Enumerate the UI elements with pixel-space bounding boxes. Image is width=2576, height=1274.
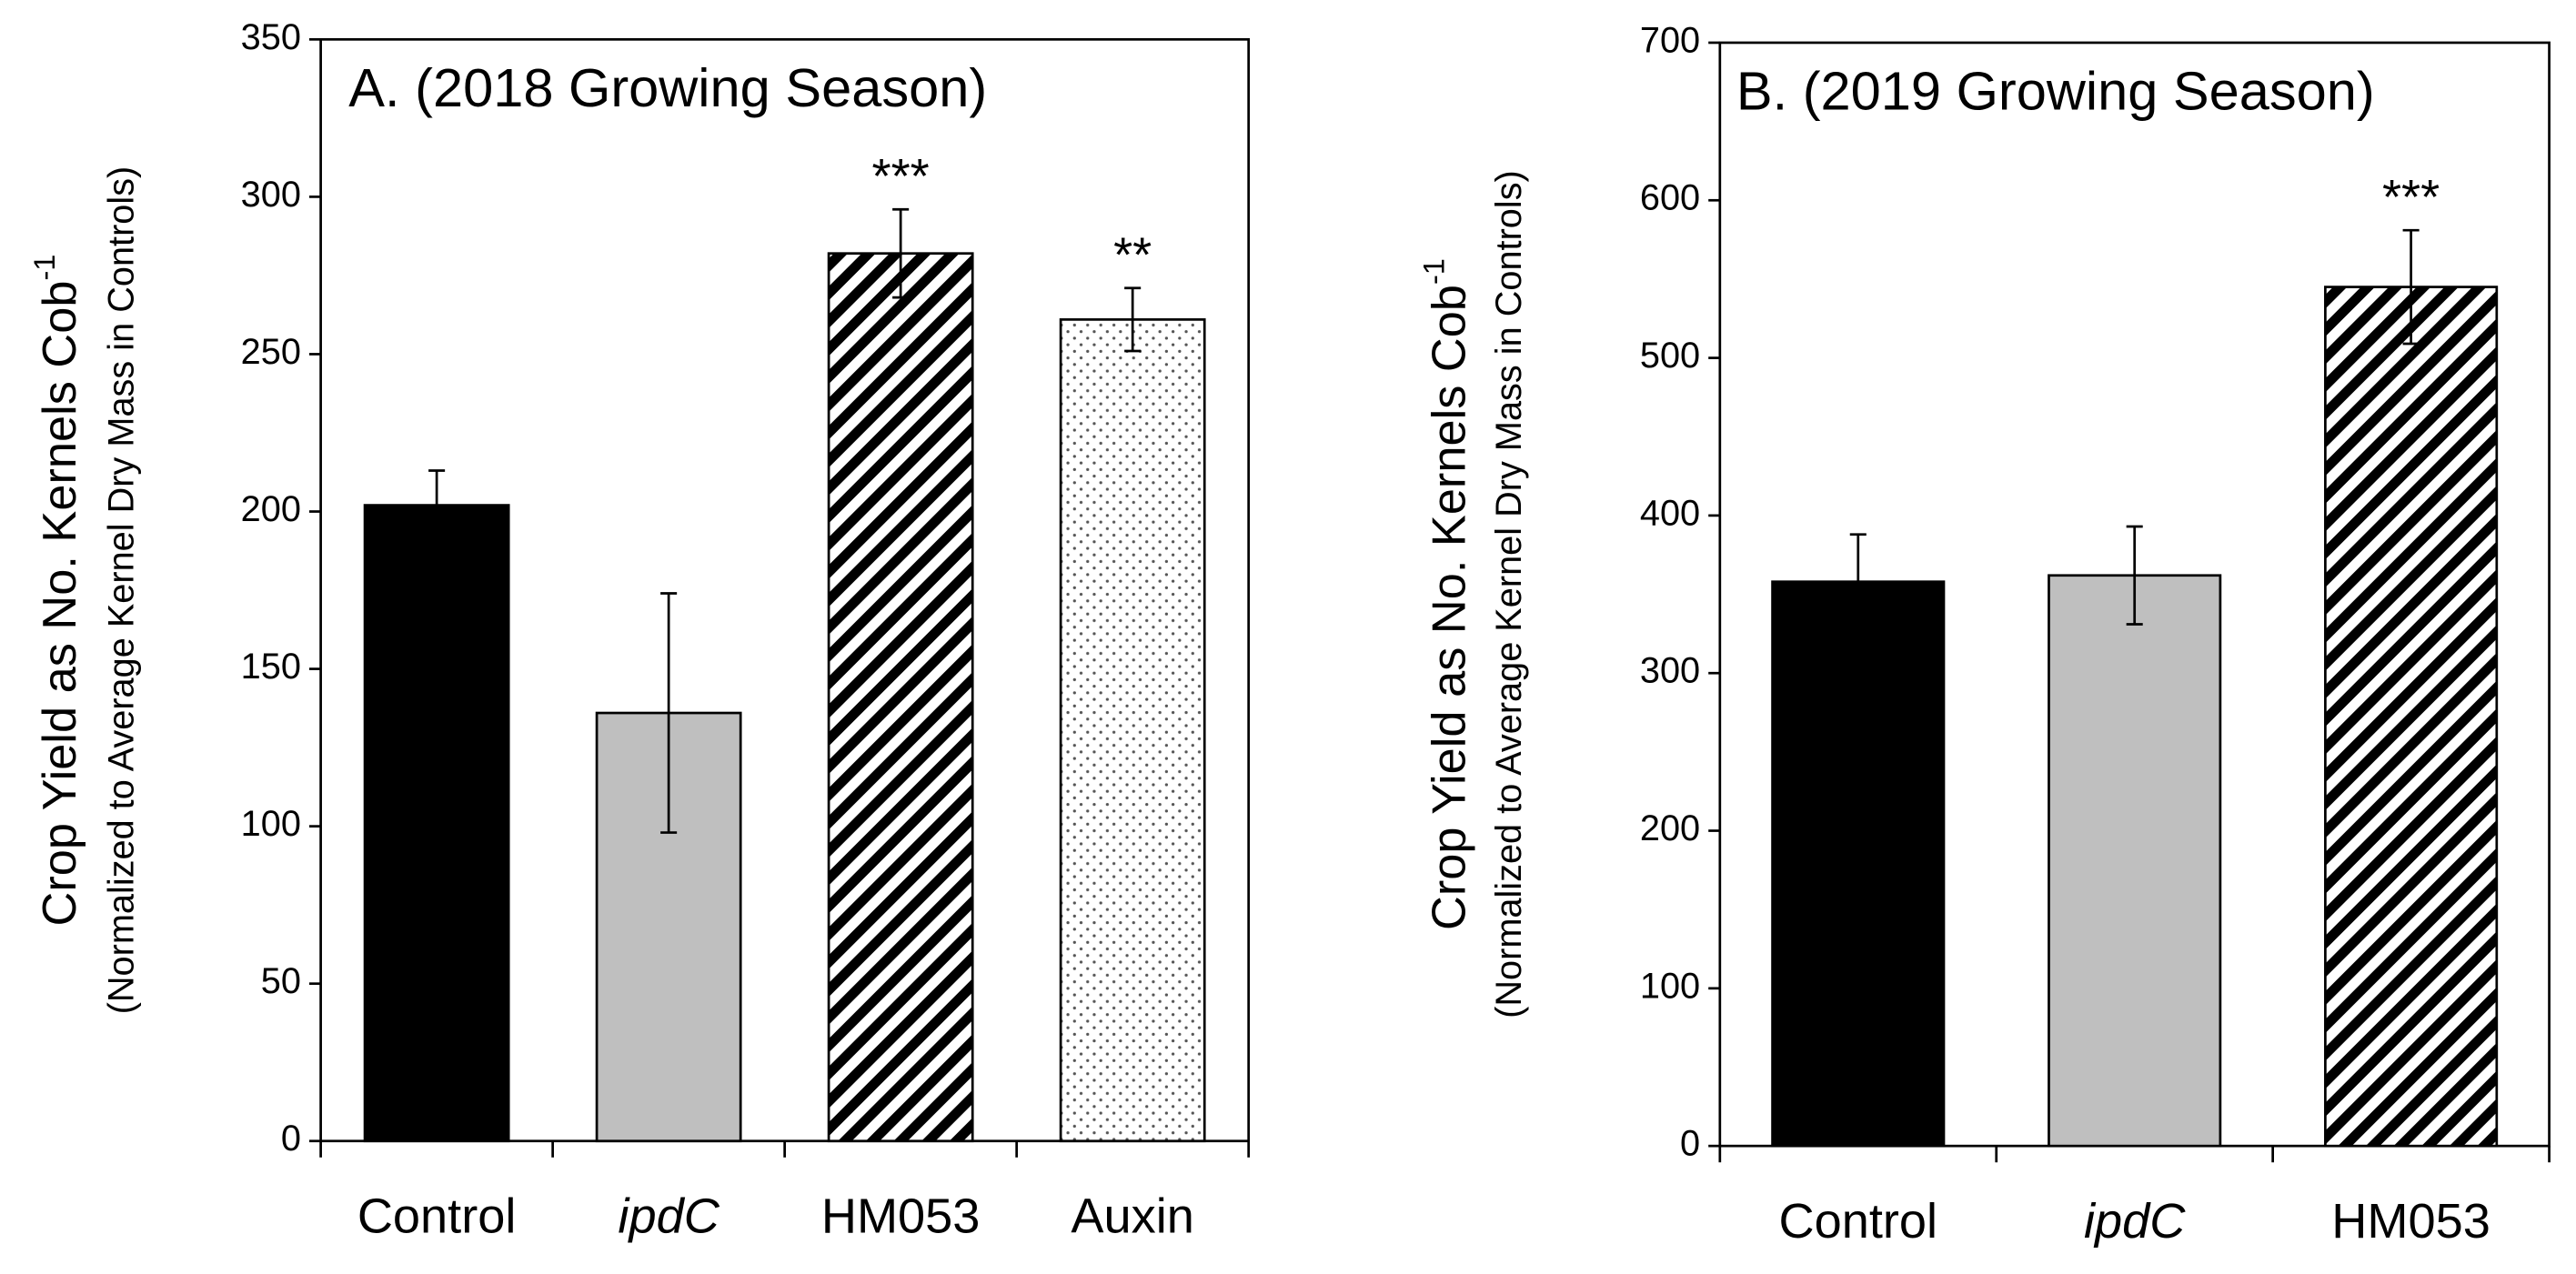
bar <box>1059 318 1206 1143</box>
significance-label: *** <box>2382 170 2440 225</box>
x-tick-label: Control <box>357 1189 517 1244</box>
x-tick-label: Control <box>1778 1194 1937 1249</box>
y-axis-label-main: Crop Yield as No. Kernels Cob <box>1423 285 1475 930</box>
y-tick-label: 100 <box>241 804 301 844</box>
y-tick-label: 200 <box>241 489 301 529</box>
error-bar <box>2402 228 2420 346</box>
y-axis-note: (Normalized to Average Kernel Dry Mass i… <box>101 166 141 1015</box>
y-axis-note: (Normalized to Average Kernel Dry Mass i… <box>1489 170 1529 1018</box>
bar <box>2324 286 2499 1148</box>
y-tick-label: 0 <box>1680 1124 1700 1164</box>
x-tick-label: HM053 <box>2331 1194 2490 1249</box>
y-axis-label-superscript: -1 <box>28 255 61 281</box>
chart-title: A. (2018 Growing Season) <box>348 57 987 118</box>
x-tick-label: ipdC <box>2084 1194 2186 1249</box>
error-bar <box>660 592 678 834</box>
y-axis-label-main: Crop Yield as No. Kernels Cob <box>34 281 86 927</box>
y-axis-label: Crop Yield as No. Kernels Cob-1 <box>28 255 86 927</box>
x-tick-label: ipdC <box>618 1189 719 1244</box>
y-tick-label: 600 <box>1640 178 1700 218</box>
y-tick-label: 100 <box>1640 966 1700 1006</box>
y-axis-label-superscript: -1 <box>1417 258 1450 285</box>
bar <box>827 252 974 1143</box>
error-bar <box>1849 533 1867 631</box>
significance-label: ** <box>1113 228 1152 283</box>
y-axis-label: Crop Yield as No. Kernels Cob-1 <box>1417 258 1475 930</box>
y-tick-label: 150 <box>241 647 301 687</box>
significance-label: *** <box>872 149 930 204</box>
y-tick-label: 300 <box>241 175 301 215</box>
chart-title: B. (2019 Growing Season) <box>1736 60 2375 121</box>
bar <box>363 504 510 1143</box>
y-tick-label: 250 <box>241 332 301 372</box>
y-tick-label: 700 <box>1640 20 1700 60</box>
y-tick-label: 0 <box>281 1119 301 1159</box>
y-tick-label: 500 <box>1640 336 1700 376</box>
chart-panel: 0 50 100 150 200 250 300 350 A. (2018 Growing Se… <box>28 17 1251 1244</box>
chart-panel: 0 100 200 300 400 500 600 700 B. (2019 Growing S… <box>1417 20 2551 1249</box>
y-tick-label: 300 <box>1640 651 1700 691</box>
bar <box>1771 580 1946 1148</box>
error-bar <box>428 469 446 542</box>
error-bar <box>892 207 910 299</box>
x-tick-label: Auxin <box>1071 1189 1193 1244</box>
y-tick-label: 200 <box>1640 808 1700 848</box>
y-tick-label: 350 <box>241 17 301 57</box>
bar <box>2048 574 2222 1148</box>
x-tick-label: HM053 <box>821 1189 981 1244</box>
y-tick-label: 400 <box>1640 493 1700 533</box>
error-bar <box>2126 525 2143 626</box>
error-bar <box>1124 286 1142 353</box>
y-tick-label: 50 <box>261 961 301 1001</box>
